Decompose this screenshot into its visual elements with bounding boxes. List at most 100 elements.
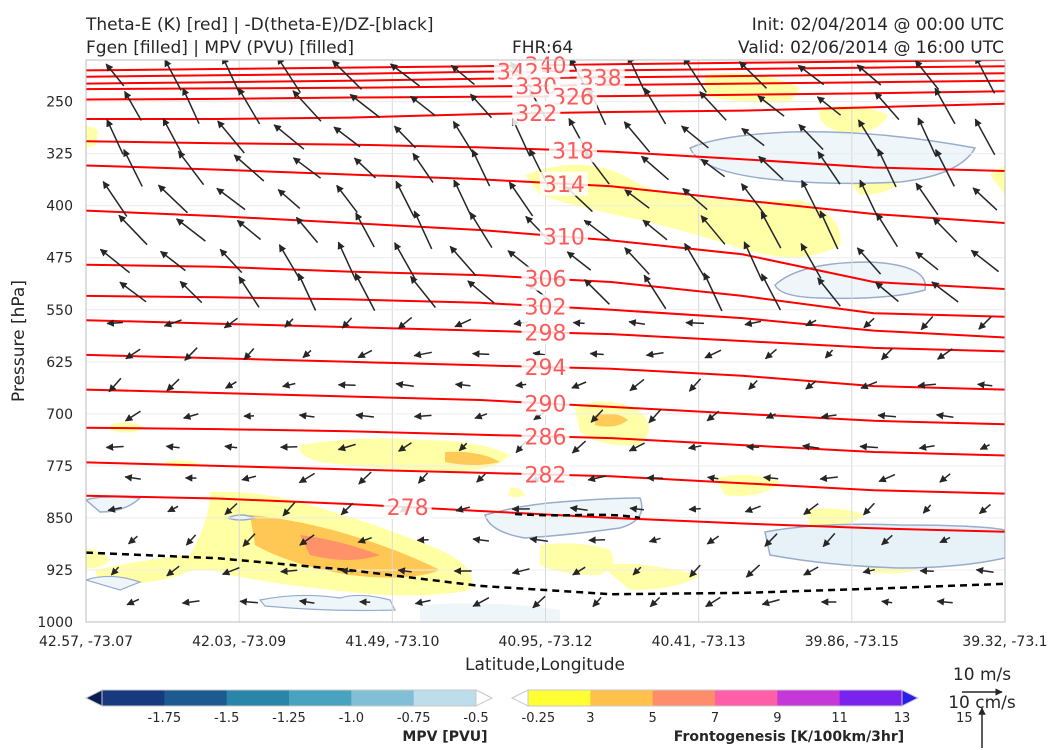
fgen-colorbar-tick: 11 <box>831 711 848 726</box>
wind-vector <box>413 210 433 250</box>
wind-vector <box>471 149 491 187</box>
wind-vector <box>763 474 779 482</box>
y-axis-label: Pressure [hPa] <box>9 280 29 402</box>
wind-vector <box>110 566 120 576</box>
wind-vector <box>167 505 179 513</box>
y-tick-label: 400 <box>46 199 73 215</box>
wind-vector <box>166 565 180 577</box>
wind-vector <box>297 272 317 311</box>
wind-vector <box>862 567 875 575</box>
wind-vector <box>474 412 488 420</box>
theta-e-label-282: 282 <box>525 464 567 489</box>
x-tick-label: 42.57, -73.07 <box>39 634 133 650</box>
wind-vector <box>688 378 702 392</box>
fgen-colorbar-segment <box>715 690 778 706</box>
wind-vector <box>975 60 996 94</box>
wind-vector <box>765 411 776 419</box>
fgen-colorbar-tick: 7 <box>711 711 719 726</box>
contour-label-bg <box>521 424 570 449</box>
wind-vector <box>394 242 416 280</box>
wind-vector <box>629 378 645 392</box>
wind-vector <box>298 472 315 484</box>
wind-vector <box>105 443 124 451</box>
wind-vector <box>801 443 820 451</box>
x-tick-label: 42.03, -73.09 <box>192 634 286 650</box>
wind-vector <box>572 319 585 327</box>
wind-vector <box>458 442 468 452</box>
wind-vector <box>648 536 661 544</box>
wind-vector <box>223 317 239 329</box>
wind-vector <box>108 377 122 393</box>
wind-vector <box>590 409 604 423</box>
wind-vector <box>741 127 765 147</box>
forecast-hour: FHR:64 <box>512 38 574 58</box>
fgen-colorbar-segment <box>652 690 716 706</box>
wind-vector <box>917 117 937 157</box>
wind-vector <box>412 152 434 184</box>
wind-vector <box>760 211 782 249</box>
wind-vector <box>224 502 238 516</box>
wind-vector <box>284 318 294 328</box>
contour-label-bg <box>383 495 432 520</box>
wind-vector <box>413 350 432 359</box>
wind-vector <box>819 474 838 482</box>
reference-vectors: 10 m/s 10 cm/s <box>948 665 1016 748</box>
wind-vector <box>337 241 357 281</box>
wind-vector <box>744 505 761 513</box>
wind-vector <box>822 532 836 548</box>
wind-vector <box>685 319 705 327</box>
wind-vector <box>682 187 708 211</box>
wind-vector <box>333 126 361 148</box>
mpv-colorbar-segment <box>164 690 228 706</box>
wind-vector <box>181 598 200 606</box>
wind-vector <box>588 536 606 544</box>
wind-vector <box>628 319 646 327</box>
mpv-colorbar-tick: -1.0 <box>339 711 364 726</box>
wind-vector <box>102 180 128 217</box>
contour-label-bg <box>521 320 570 345</box>
wind-vector <box>970 249 1000 273</box>
fgen-colorbar-tick: 15 <box>956 711 973 726</box>
wind-vector <box>875 212 899 247</box>
wind-vector <box>233 154 265 182</box>
wind-vector <box>185 534 197 546</box>
wind-vector <box>915 251 939 271</box>
fgen-colorbar-extend-low <box>510 689 529 707</box>
fgen-colorbar-segment <box>839 690 903 706</box>
wind-vector <box>357 349 373 359</box>
contour-label-bg <box>521 462 570 487</box>
wind-vector <box>273 124 305 150</box>
mpv-colorbar-frame <box>101 689 477 707</box>
contour-label-bg <box>521 266 570 291</box>
wind-vector <box>936 348 953 360</box>
fgen-colorbar-segment <box>528 690 591 706</box>
stability-contours <box>86 512 1005 596</box>
wind-vector <box>816 96 842 116</box>
wind-vector <box>935 148 955 187</box>
wind-vector <box>119 281 147 303</box>
wind-vector <box>571 440 587 454</box>
wind-vector <box>107 505 122 513</box>
wind-vector <box>760 273 782 311</box>
wind-vector <box>280 567 298 575</box>
wind-vector <box>922 504 932 514</box>
wind-vector <box>643 274 667 310</box>
wind-vector <box>410 95 436 117</box>
x-tick-label: 40.95, -73.12 <box>498 634 592 650</box>
wind-vector <box>239 598 258 606</box>
wind-vector <box>106 319 123 327</box>
wind-vector <box>413 412 432 420</box>
wind-vector <box>449 245 477 277</box>
mpv-colorbar-segment <box>102 690 165 706</box>
colorbars: -1.75 -1.5 -1.25 -1.0 -0.75 -0.5 -0.25 3 5 7 9 11 13… <box>84 689 973 726</box>
wind-vector <box>687 443 702 451</box>
wind-vector <box>337 443 356 452</box>
fgen-colorbar-tick: 13 <box>894 711 911 726</box>
wind-vector <box>357 536 372 544</box>
wind-vector <box>349 93 381 119</box>
wind-vector <box>340 567 354 575</box>
wind-vector <box>587 474 606 483</box>
wind-vector <box>683 60 707 93</box>
wind-vector <box>972 187 998 211</box>
y-tick-label: 250 <box>46 95 73 111</box>
